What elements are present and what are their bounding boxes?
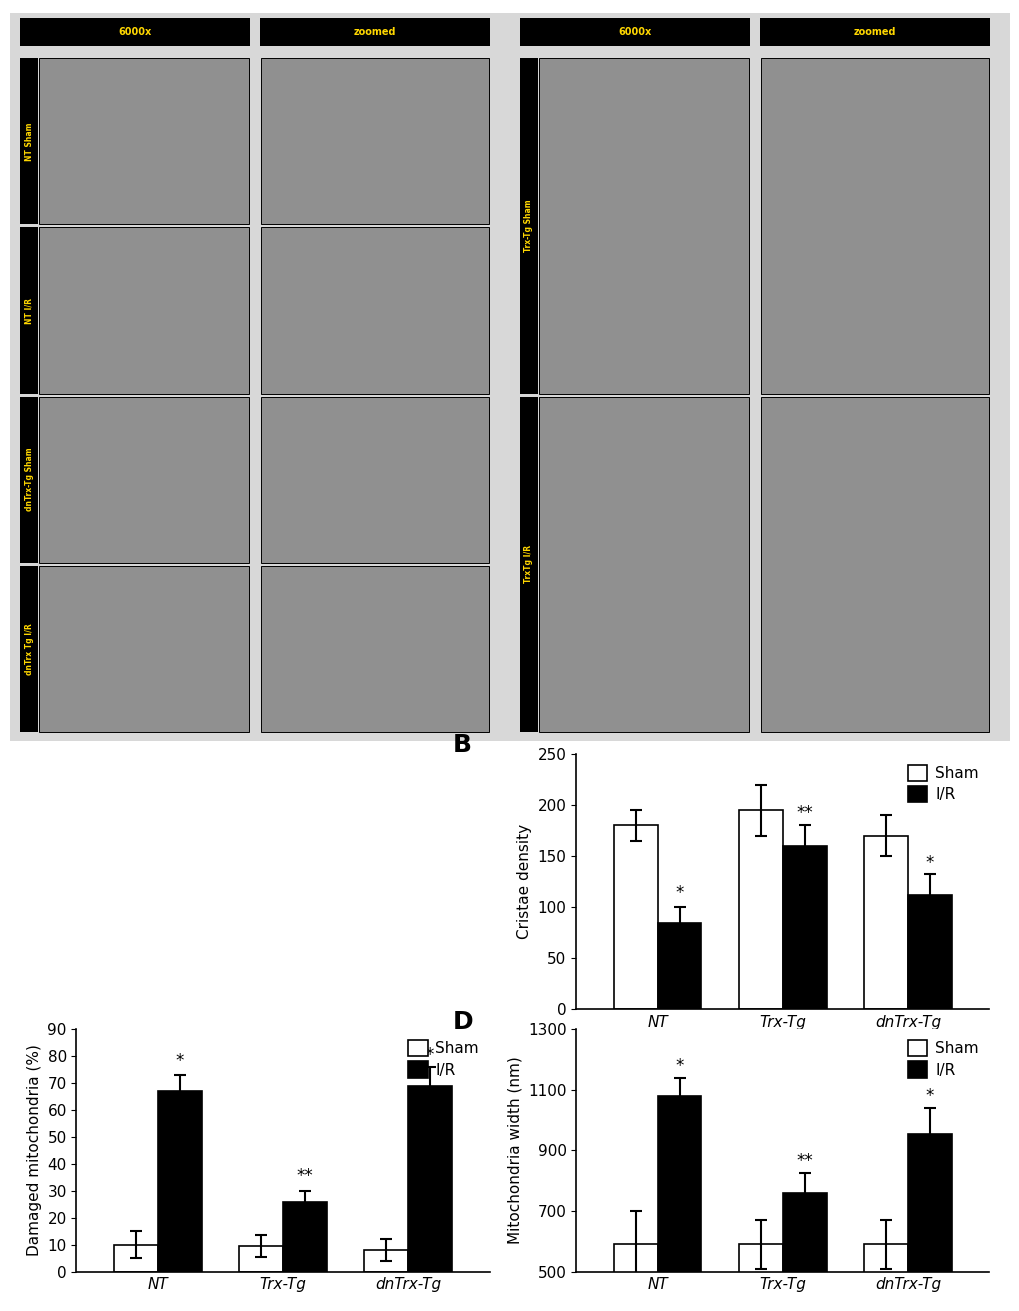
Bar [760,58,987,393]
Y-axis label: Mitochondria width (nm): Mitochondria width (nm) [506,1057,522,1244]
Bar [783,1193,825,1311]
Bar [759,18,988,46]
Text: Trx-Tg Sham: Trx-Tg Sham [524,199,533,252]
Bar [520,58,537,393]
Bar [760,396,987,732]
Bar [657,1096,701,1311]
Bar [739,810,783,1009]
Bar [20,566,38,732]
Y-axis label: Cristae density: Cristae density [517,825,532,939]
Text: *: * [175,1051,183,1070]
Text: **: ** [297,1167,313,1185]
Bar [20,18,250,46]
Text: *: * [426,1046,434,1065]
Legend: Sham, I/R: Sham, I/R [904,1037,981,1080]
Bar [261,227,488,393]
Text: TrxTg I/R: TrxTg I/R [524,545,533,583]
Bar [20,58,38,224]
Bar [739,1244,783,1311]
Bar [783,846,825,1009]
Bar [261,566,488,732]
Bar [538,58,748,393]
Bar [283,1202,326,1272]
Bar [538,396,748,732]
Text: NT Sham: NT Sham [24,122,34,161]
Bar [657,923,701,1009]
Bar [364,1251,408,1272]
Y-axis label: Damaged mitochondria (%): Damaged mitochondria (%) [26,1045,42,1256]
Bar [863,1244,907,1311]
Bar [863,835,907,1009]
Bar [408,1086,451,1272]
Legend: Sham, I/R: Sham, I/R [904,762,981,805]
Text: dnTrx-Tg Sham: dnTrx-Tg Sham [24,448,34,511]
Bar [907,895,951,1009]
Bar [39,58,249,224]
Bar [20,396,38,562]
Bar [261,396,488,562]
Bar [260,18,489,46]
Bar [613,1244,657,1311]
Text: **: ** [796,1152,812,1171]
Text: *: * [675,884,683,902]
Bar [239,1245,283,1272]
Bar [39,396,249,562]
Text: zoomed: zoomed [853,28,896,37]
Bar [158,1091,202,1272]
Bar [114,1244,158,1272]
Text: NT I/R: NT I/R [24,298,34,324]
Bar [520,396,537,732]
Text: *: * [925,1087,933,1105]
Text: 6000x: 6000x [118,28,152,37]
Legend: Sham, I/R: Sham, I/R [405,1037,482,1080]
Bar [613,826,657,1009]
Text: zoomed: zoomed [354,28,396,37]
Text: 6000x: 6000x [618,28,651,37]
Bar [39,566,249,732]
Text: *: * [925,855,933,872]
Bar [520,18,749,46]
Text: *: * [675,1057,683,1075]
Bar [907,1134,951,1311]
Text: dnTrx Tg I/R: dnTrx Tg I/R [24,623,34,675]
Text: B: B [451,733,471,758]
Bar [261,58,488,224]
Text: D: D [451,1009,473,1034]
Bar [39,227,249,393]
Text: **: ** [796,805,812,822]
Bar [20,227,38,393]
